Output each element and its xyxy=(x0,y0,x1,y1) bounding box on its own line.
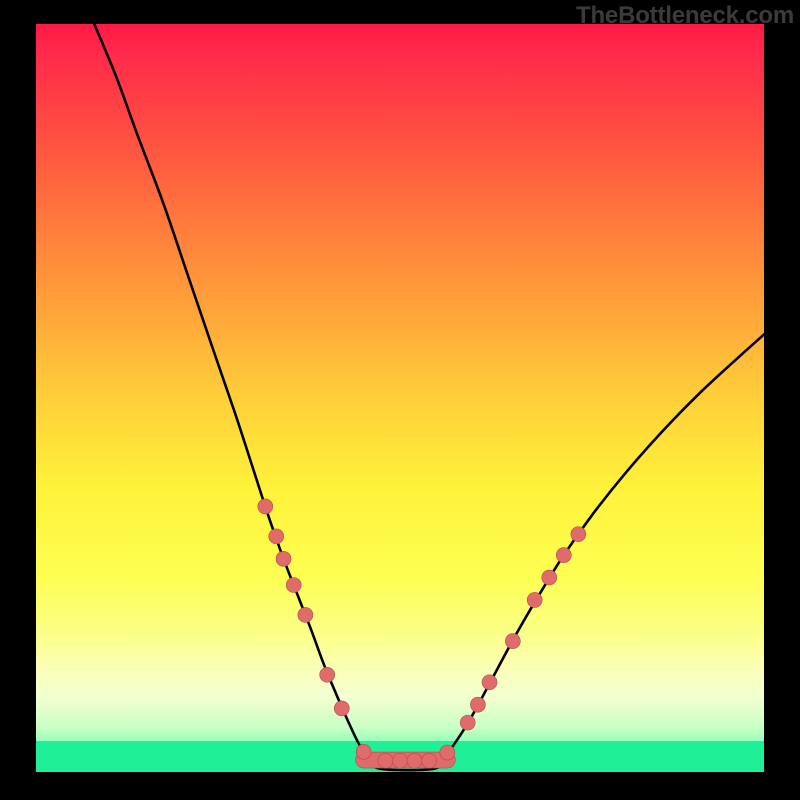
marker-point xyxy=(422,753,437,768)
marker-point xyxy=(470,697,485,712)
marker-point xyxy=(334,701,349,716)
frame-border-left xyxy=(0,0,36,800)
data-markers xyxy=(36,24,764,772)
frame-border-right xyxy=(764,0,800,800)
marker-point xyxy=(356,744,371,759)
marker-point xyxy=(527,592,542,607)
marker-point xyxy=(505,634,520,649)
marker-point xyxy=(482,675,497,690)
marker-point xyxy=(407,753,422,768)
marker-point xyxy=(286,578,301,593)
marker-point xyxy=(378,753,393,768)
marker-point xyxy=(320,667,335,682)
watermark-text: TheBottleneck.com xyxy=(576,2,794,30)
marker-point xyxy=(269,529,284,544)
marker-point xyxy=(542,570,557,585)
marker-point xyxy=(393,753,408,768)
chart-frame: TheBottleneck.com xyxy=(0,0,800,800)
plot-area xyxy=(36,24,764,772)
marker-point xyxy=(258,499,273,514)
marker-point xyxy=(460,715,475,730)
marker-point xyxy=(276,551,291,566)
marker-point xyxy=(298,607,313,622)
marker-point xyxy=(440,745,455,760)
marker-point xyxy=(556,548,571,563)
frame-border-bottom xyxy=(0,772,800,800)
marker-point xyxy=(571,527,586,542)
